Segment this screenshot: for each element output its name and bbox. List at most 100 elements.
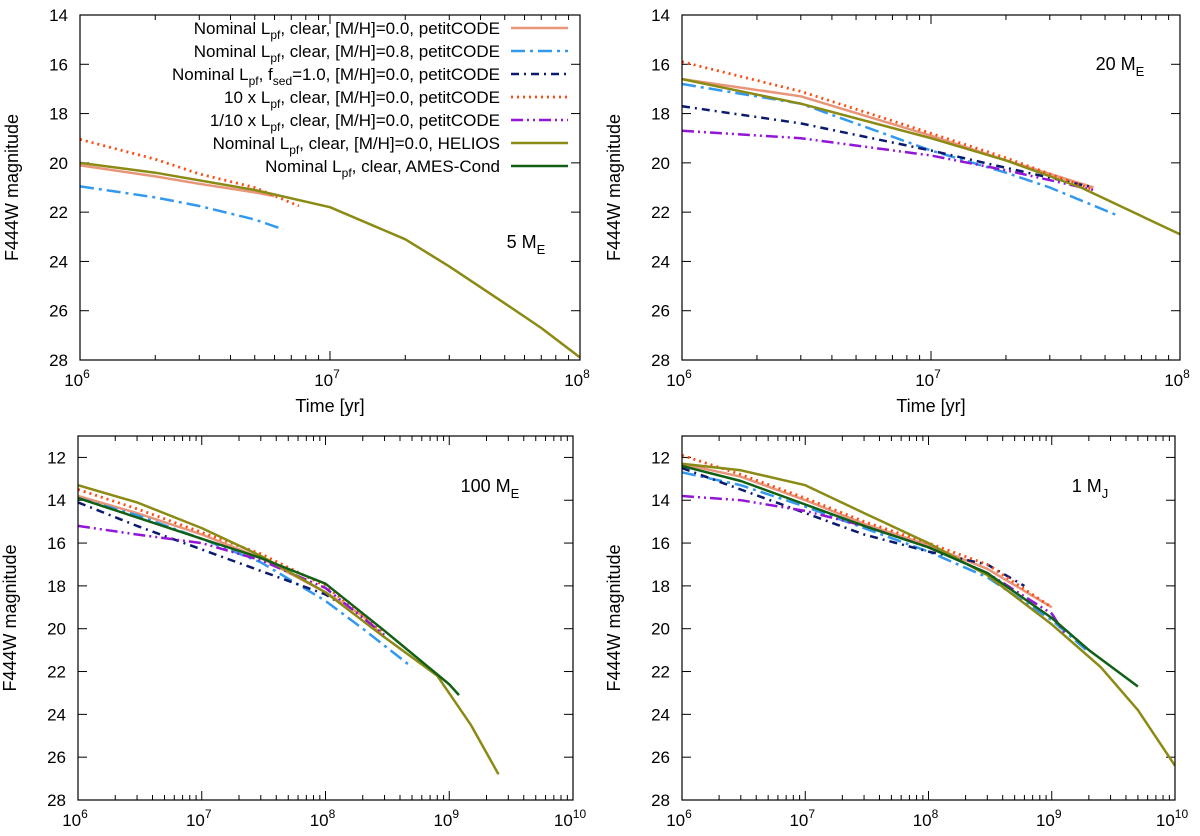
text-span: J (1102, 486, 1109, 501)
mass-annotation: 20 ME (1096, 54, 1145, 79)
x-tick-label: 107 (915, 367, 941, 390)
text-span: 1/10 x L (210, 111, 271, 130)
text-span: 1 M (1072, 476, 1102, 496)
y-tick-label: 18 (651, 105, 670, 124)
legend-entry-fsed: Nominal Lpf, fsed=1.0, [M/H]=0.0, petitC… (172, 65, 568, 88)
y-tick-label: 22 (49, 203, 68, 222)
series-line-helios (682, 462, 1175, 767)
text-span: 8 (329, 807, 336, 821)
legend-label: 10 x Lpf, clear, [M/H]=0.0, petitCODE (224, 88, 500, 111)
series-line-helios (80, 161, 580, 359)
text-span: pf (270, 97, 281, 111)
text-span: , clear, AMES-Cond (352, 157, 500, 176)
x-tick-label: 109 (1036, 807, 1062, 830)
text-span: sed (273, 74, 292, 88)
text-span: 6 (685, 807, 692, 821)
y-axis-label: F444W magnitude (2, 114, 22, 261)
text-span: 5 M (507, 232, 537, 252)
text-span: 7 (205, 807, 212, 821)
x-tick-label: 109 (433, 807, 459, 830)
text-span: 10 (1156, 811, 1175, 830)
text-span: 10 (62, 811, 81, 830)
series-line-nom08 (682, 471, 1090, 654)
x-tick-label: 108 (1164, 367, 1190, 390)
x-tick-label: 106 (64, 367, 90, 390)
text-span: , clear, [M/H]=0.0, petitCODE (280, 88, 500, 107)
text-span: Nominal L (194, 19, 271, 38)
y-tick-label: 12 (651, 448, 670, 467)
y-tick-label: 18 (49, 105, 68, 124)
text-span: 10 (310, 811, 329, 830)
text-span: =1.0, [M/H]=0.0, petitCODE (292, 65, 500, 84)
text-span: Nominal L (194, 42, 271, 61)
series-line-nom0 (682, 77, 1094, 189)
series-line-fsed (682, 104, 1094, 189)
x-tick-label: 106 (666, 807, 692, 830)
text-span: 10 (314, 371, 333, 390)
text-span: , clear, [M/H]=0.0, petitCODE (280, 19, 500, 38)
y-tick-label: 16 (49, 55, 68, 74)
text-span: Nominal L (172, 65, 249, 84)
plot-frame (681, 435, 1176, 801)
y-tick-label: 28 (651, 351, 670, 370)
legend-entry-nom0: Nominal Lpf, clear, [M/H]=0.0, petitCODE (194, 19, 568, 42)
text-span: , clear, [M/H]=0.8, petitCODE (280, 42, 500, 61)
y-tick-label: 22 (651, 203, 670, 222)
panel-bottom-right: 1214161820222426281061071081091010Time [… (604, 435, 1189, 830)
text-span: 10 (573, 807, 587, 821)
text-span: 10 (666, 811, 685, 830)
y-tick-label: 14 (651, 491, 670, 510)
y-tick-label: 20 (651, 154, 670, 173)
mass-annotation: 5 ME (507, 232, 546, 257)
y-tick-label: 16 (47, 534, 66, 553)
text-span: 8 (932, 807, 939, 821)
text-span: 6 (685, 367, 692, 381)
text-span: 10 (186, 811, 205, 830)
series-line-fsed (78, 501, 341, 605)
text-span: pf (270, 28, 281, 42)
text-span: E (511, 486, 520, 501)
y-tick-label: 24 (651, 252, 670, 271)
legend-label: 1/10 x Lpf, clear, [M/H]=0.0, petitCODE (210, 111, 500, 134)
y-tick-label: 16 (651, 534, 670, 553)
legend-entry-tenth: 1/10 x Lpf, clear, [M/H]=0.0, petitCODE (210, 111, 568, 134)
series-line-nom0 (80, 164, 275, 198)
text-span: 10 (915, 371, 934, 390)
series-group (78, 483, 500, 775)
text-span: 10 (1164, 371, 1183, 390)
x-axis-label: Time [yr] (295, 396, 364, 416)
series-line-nom0 (682, 462, 1053, 609)
text-span: 8 (583, 367, 590, 381)
text-span: 100 M (461, 476, 511, 496)
y-tick-label: 14 (49, 6, 68, 25)
text-span: 10 (1175, 807, 1189, 821)
text-span: , (259, 65, 268, 84)
text-span: 10 (433, 811, 452, 830)
x-tick-label: 107 (789, 807, 815, 830)
text-span: E (1136, 64, 1145, 79)
text-span: 9 (452, 807, 459, 821)
text-span: pf (249, 74, 260, 88)
legend-entry-helios: Nominal Lpf, clear, [M/H]=0.0, HELIOS (213, 134, 568, 157)
text-span: E (537, 242, 546, 257)
x-tick-label: 107 (314, 367, 340, 390)
text-span: Nominal L (265, 157, 342, 176)
text-span: pf (270, 120, 281, 134)
y-tick-label: 20 (49, 154, 68, 173)
series-line-ames (78, 496, 460, 696)
y-tick-label: 20 (651, 620, 670, 639)
series-line-tenth (78, 524, 386, 637)
legend: Nominal Lpf, clear, [M/H]=0.0, petitCODE… (172, 19, 568, 180)
y-tick-label: 18 (47, 577, 66, 596)
y-tick-label: 18 (651, 577, 670, 596)
y-tick-label: 26 (47, 748, 66, 767)
y-tick-label: 24 (49, 252, 68, 271)
plot-frame (77, 435, 574, 801)
y-tick-label: 26 (651, 302, 670, 321)
series-line-x10 (682, 453, 1053, 609)
text-span: 10 (913, 811, 932, 830)
text-span: 6 (83, 367, 90, 381)
text-span: 7 (934, 367, 941, 381)
y-tick-label: 14 (651, 6, 670, 25)
